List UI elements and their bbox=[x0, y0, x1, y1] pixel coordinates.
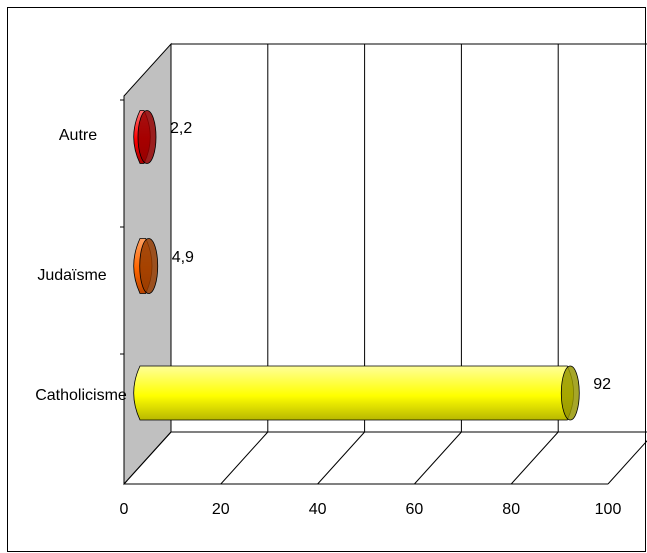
bar-end-cap bbox=[137, 110, 157, 164]
floor-gridline bbox=[607, 440, 647, 485]
category-label: Autre bbox=[59, 127, 97, 144]
bar-end-cap-shade bbox=[561, 366, 580, 420]
bar-end-cap-shade bbox=[138, 110, 156, 164]
floor-gridline bbox=[510, 431, 559, 485]
floor-gridline bbox=[220, 431, 269, 485]
x-tick-label: 40 bbox=[309, 501, 327, 518]
floor-gridline bbox=[414, 431, 462, 485]
x-tick-label: 100 bbox=[595, 501, 622, 518]
bar-end-cap bbox=[560, 365, 580, 421]
chart-frame bbox=[7, 7, 646, 552]
data-label: 4,9 bbox=[172, 249, 194, 266]
x-tick-label: 80 bbox=[502, 501, 520, 518]
category-label: Catholicisme bbox=[35, 387, 127, 404]
x-tick-label: 60 bbox=[406, 501, 424, 518]
category-label: Judaïsme bbox=[37, 267, 106, 284]
data-label: 92 bbox=[593, 376, 611, 393]
x-tick-label: 0 bbox=[120, 501, 129, 518]
bar-end-cap-shade bbox=[139, 238, 158, 294]
data-label: 2,2 bbox=[170, 120, 192, 137]
floor-gridline bbox=[317, 431, 365, 485]
bar-end-cap bbox=[139, 238, 159, 294]
floor-gridline bbox=[123, 431, 172, 485]
x-tick-label: 20 bbox=[212, 501, 230, 518]
bar bbox=[133, 365, 574, 421]
